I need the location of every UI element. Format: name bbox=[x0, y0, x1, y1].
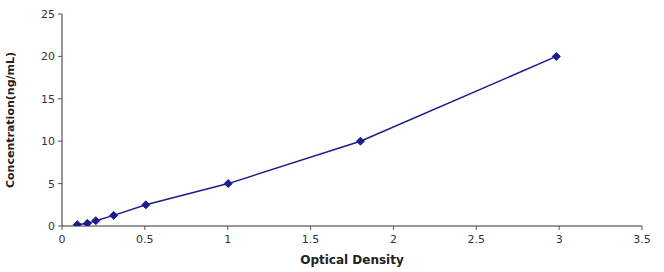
x-tick bbox=[642, 226, 643, 230]
x-tick-label: 1.5 bbox=[302, 233, 320, 246]
x-tick bbox=[310, 226, 311, 230]
x-tick bbox=[476, 226, 477, 230]
y-tick-label: 15 bbox=[41, 93, 55, 106]
y-tick bbox=[58, 56, 62, 57]
data-point bbox=[110, 211, 118, 219]
y-axis-label: Concentration(ng/mL) bbox=[4, 52, 17, 188]
data-point bbox=[142, 201, 150, 209]
data-point bbox=[224, 180, 232, 188]
x-tick-label: 1 bbox=[224, 233, 231, 246]
axes: 0 0.5 1 1.5 2 2.5 3 3.5 0 5 10 15 20 25 bbox=[41, 8, 651, 246]
data-point bbox=[356, 137, 364, 145]
data-point bbox=[552, 52, 560, 60]
y-tick-label: 5 bbox=[48, 178, 55, 191]
x-tick-label: 2.5 bbox=[468, 233, 486, 246]
x-tick bbox=[227, 226, 228, 230]
x-ticks: 0 0.5 1 1.5 2 2.5 3 3.5 bbox=[59, 226, 651, 246]
y-tick-label: 10 bbox=[41, 135, 55, 148]
y-tick-label: 0 bbox=[48, 220, 55, 233]
chart-svg: 0 0.5 1 1.5 2 2.5 3 3.5 0 5 10 15 20 25 Optical Densit… bbox=[0, 0, 664, 272]
x-tick-label: 3.5 bbox=[633, 233, 651, 246]
y-tick bbox=[58, 98, 62, 99]
data-point bbox=[92, 217, 100, 225]
y-tick bbox=[58, 14, 62, 15]
data-point bbox=[73, 221, 81, 226]
x-tick-label: 3 bbox=[556, 233, 563, 246]
x-axis-line bbox=[62, 226, 642, 227]
data-point bbox=[83, 219, 91, 226]
y-tick bbox=[58, 226, 62, 227]
y-tick-label: 25 bbox=[41, 8, 55, 21]
data-group bbox=[73, 52, 560, 226]
y-tick bbox=[58, 141, 62, 142]
x-tick-label: 2 bbox=[390, 233, 397, 246]
x-tick bbox=[62, 226, 63, 230]
y-tick-label: 20 bbox=[41, 50, 55, 63]
x-axis-label: Optical Density bbox=[300, 253, 404, 267]
x-tick-label: 0.5 bbox=[136, 233, 154, 246]
chart-container: 0 0.5 1 1.5 2 2.5 3 3.5 0 5 10 15 20 25 Optical Densit… bbox=[0, 0, 664, 272]
x-tick bbox=[559, 226, 560, 230]
x-tick-label: 0 bbox=[59, 233, 66, 246]
y-tick bbox=[58, 183, 62, 184]
x-tick bbox=[393, 226, 394, 230]
data-line bbox=[77, 56, 556, 224]
x-tick bbox=[144, 226, 145, 230]
y-axis-line bbox=[62, 14, 63, 226]
y-ticks: 0 5 10 15 20 25 bbox=[41, 8, 62, 233]
